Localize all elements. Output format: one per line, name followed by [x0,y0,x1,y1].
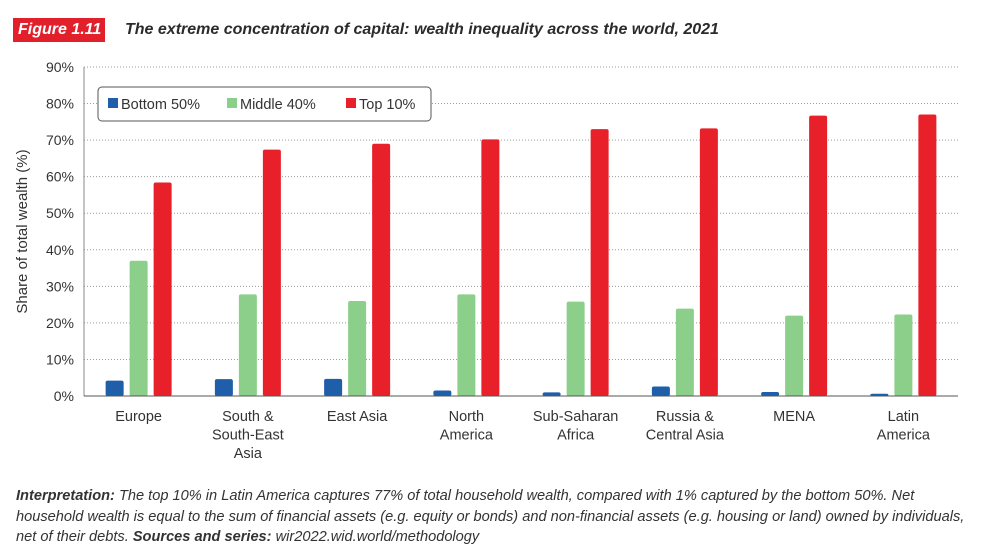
interpretation-label: Interpretation: [16,488,115,504]
bar-chart: 0% 10% 20% 30% 40% 50% 60% 70% 80% 90% Europe Sout… [14,59,958,462]
y-tick-label: 50% [46,205,74,221]
bar-middle-40 [238,294,257,396]
y-axis-label: Share of total wealth (%) [14,149,31,313]
x-category-label: Latin America [877,409,931,444]
bar-bottom-50 [761,391,780,396]
legend-label-middle-40: Middle 40% [240,97,316,113]
figure-title: The extreme concentration of capital: we… [125,21,719,38]
x-category-label: North America [440,409,494,444]
y-tick-label: 90% [46,59,74,75]
y-tick-label: 10% [46,351,74,367]
x-category-label: Russia & Central Asia [646,409,725,444]
bar-bottom-50 [105,380,124,396]
bar-top-10 [481,139,500,396]
y-axis-ticks: 0% 10% 20% 30% 40% 50% 60% 70% 80% 90% [46,59,74,404]
bar-bottom-50 [433,390,452,396]
interpretation-note: Interpretation: The top 10% in Latin Ame… [16,486,984,548]
bar-top-10 [918,114,937,396]
x-category-label: Europe [115,409,162,425]
x-category-label: MENA [773,409,815,425]
x-category-label: South & South-East Asia [212,409,284,462]
bar-top-10 [153,182,172,396]
interpretation-text: The top 10% in Latin America captures 77… [16,488,965,545]
bar-bottom-50 [542,392,561,396]
legend: Bottom 50% Middle 40% Top 10% [97,86,432,122]
bar-bottom-50 [870,393,889,396]
bar-top-10 [699,128,718,396]
bar-top-10 [262,149,281,396]
y-tick-label: 80% [46,96,74,112]
figure-number-badge: Figure 1.11 [13,18,106,42]
bar-middle-40 [457,294,476,396]
bar-top-10 [372,143,391,396]
bar-middle-40 [675,308,694,396]
x-axis-categories: Europe South & South-East Asia East Asia Nort… [115,409,931,462]
legend-label-bottom-50: Bottom 50% [121,97,200,113]
legend-box [97,86,432,122]
sources-label: Sources and series: [132,529,272,545]
bar-bottom-50 [324,378,343,396]
bar-bottom-50 [651,386,670,396]
y-tick-label: 40% [46,242,74,258]
bar-middle-40 [348,300,367,396]
y-tick-label: 0% [54,388,74,404]
y-tick-label: 60% [46,169,74,185]
bar-top-10 [809,115,828,396]
bar-middle-40 [894,314,913,396]
bar-middle-40 [129,260,148,396]
legend-label-top-10: Top 10% [359,97,416,113]
bar-bottom-50 [214,379,233,396]
y-tick-label: 30% [46,278,74,294]
legend-swatch-top-10 [346,98,356,108]
sources-text: wir2022.wid.world/methodology [271,529,480,545]
bar-middle-40 [785,315,804,396]
bar-top-10 [590,129,609,396]
x-category-label: East Asia [327,409,388,425]
y-tick-label: 70% [46,132,74,148]
legend-swatch-bottom-50 [108,98,118,108]
bar-middle-40 [566,301,585,396]
legend-swatch-middle-40 [227,98,237,108]
x-category-label: Sub-Saharan Africa [533,409,618,444]
y-tick-label: 20% [46,315,74,331]
grid-lines [83,66,958,396]
bars [105,114,937,396]
